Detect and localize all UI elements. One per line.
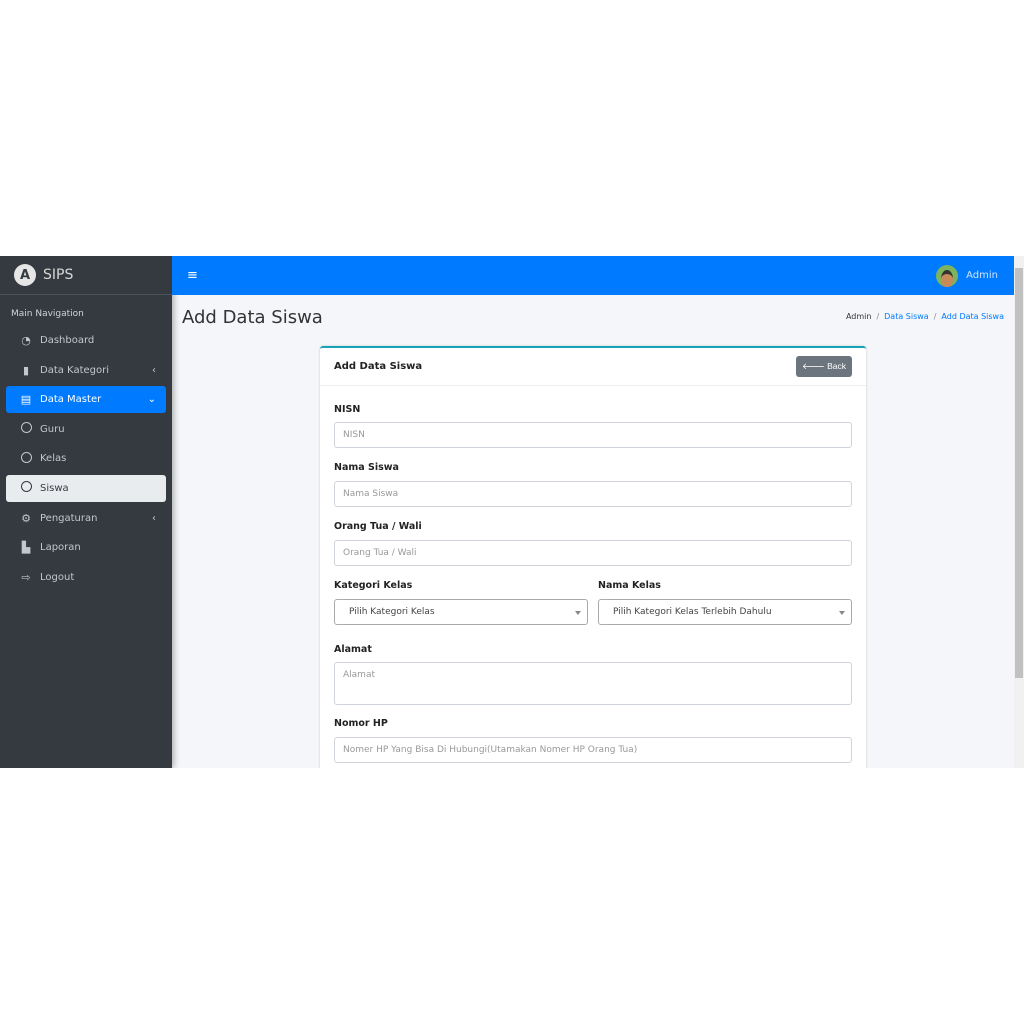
add-siswa-card: Add Data Siswa 🡐 Back NISN NISN Nama Sis… <box>320 346 866 768</box>
breadcrumb-current: Add Data Siswa <box>941 312 1004 321</box>
hamburger-menu-icon[interactable]: ≡ <box>187 268 198 283</box>
orang-tua-input[interactable]: Orang Tua / Wali <box>334 540 852 566</box>
sidebar-item-pengaturan[interactable]: ⚙ Pengaturan ‹ <box>6 505 166 532</box>
nisn-input[interactable]: NISN <box>334 422 852 448</box>
sidebar-item-label: Siswa <box>40 482 69 494</box>
nama-siswa-input[interactable]: Nama Siswa <box>334 481 852 507</box>
nomor-hp-label: Nomor HP <box>334 718 388 729</box>
card-title: Add Data Siswa <box>334 361 423 372</box>
tachometer-icon: ◔ <box>21 334 31 347</box>
breadcrumb-data-siswa[interactable]: Data Siswa <box>884 312 929 321</box>
scrollbar-thumb[interactable] <box>1015 268 1023 678</box>
sidebar-item-label: Pengaturan <box>40 512 98 524</box>
sidebar-item-laporan[interactable]: ▙ Laporan <box>6 534 166 561</box>
alamat-label: Alamat <box>334 644 372 655</box>
nisn-label: NISN <box>334 404 361 415</box>
sidebar-item-label: Dashboard <box>40 335 95 346</box>
file-icon: ▙ <box>21 541 31 555</box>
sidebar-item-label: Data Kategori <box>40 364 109 376</box>
nama-siswa-label: Nama Siswa <box>334 462 399 473</box>
user-name: Admin <box>966 270 998 281</box>
sign-out-icon: ⇨ <box>21 570 31 584</box>
chevron-left-icon: ‹ <box>152 364 156 376</box>
chevron-down-icon: ⌄ <box>147 394 156 406</box>
nav-heading: Main Navigation <box>11 309 84 319</box>
chevron-left-icon: ‹ <box>152 512 156 524</box>
breadcrumb: Admin / Data Siswa / Add Data Siswa <box>845 312 1004 321</box>
sidebar-item-kelas[interactable]: Kelas <box>6 445 166 472</box>
back-button[interactable]: 🡐 Back <box>795 356 852 377</box>
app-window: A SIPS Main Navigation ◔ Dashboard ▮ Data … <box>0 256 1024 768</box>
avatar <box>936 264 959 287</box>
sidebar-item-label: Guru <box>40 423 65 435</box>
sidebar-item-dashboard[interactable]: ◔ Dashboard <box>6 327 166 354</box>
nama-kelas-label: Nama Kelas <box>598 580 661 591</box>
book-icon: ▮ <box>22 363 30 377</box>
arrow-left-icon: 🡐 <box>801 361 828 371</box>
brand-name: SIPS <box>43 267 74 283</box>
alamat-textarea[interactable]: Alamat <box>334 662 852 705</box>
sidebar-item-guru[interactable]: Guru <box>6 416 166 443</box>
nomor-hp-input[interactable]: Nomer HP Yang Bisa Di Hubungi(Utamakan N… <box>334 737 852 763</box>
user-menu[interactable]: Admin <box>936 264 998 287</box>
kategori-kelas-label: Kategori Kelas <box>334 580 413 591</box>
circle-icon <box>19 451 33 466</box>
nama-kelas-select[interactable]: Pilih Kategori Kelas Terlebih Dahulu <box>598 599 852 625</box>
back-label: Back <box>827 361 846 371</box>
gear-icon: ⚙ <box>21 511 31 525</box>
sidebar-item-label: Data Master <box>40 394 102 406</box>
top-navbar: ≡ Admin <box>172 256 1014 295</box>
sidebar-item-label: Kelas <box>40 453 67 465</box>
kategori-kelas-select[interactable]: Pilih Kategori Kelas <box>334 599 588 625</box>
logo-icon: A <box>14 264 36 286</box>
sidebar-item-data-kategori[interactable]: ▮ Data Kategori ‹ <box>6 357 166 384</box>
circle-icon <box>19 422 33 436</box>
circle-icon <box>19 481 33 495</box>
breadcrumb-admin[interactable]: Admin <box>845 312 872 321</box>
sidebar-item-label: Logout <box>40 571 75 583</box>
sidebar-item-siswa[interactable]: Siswa <box>6 474 166 502</box>
brand-link[interactable]: A SIPS <box>0 256 172 295</box>
orang-tua-label: Orang Tua / Wali <box>334 521 422 532</box>
scrollbar[interactable] <box>1014 256 1024 768</box>
page-title: Add Data Siswa <box>182 307 323 328</box>
sidebar-item-data-master[interactable]: ▤ Data Master ⌄ <box>6 386 166 414</box>
id-card-icon: ▤ <box>20 393 32 407</box>
sidebar-item-logout[interactable]: ⇨ Logout <box>6 564 166 591</box>
sidebar-item-label: Laporan <box>40 542 81 554</box>
sidebar: A SIPS Main Navigation ◔ Dashboard ▮ Data … <box>0 256 172 768</box>
